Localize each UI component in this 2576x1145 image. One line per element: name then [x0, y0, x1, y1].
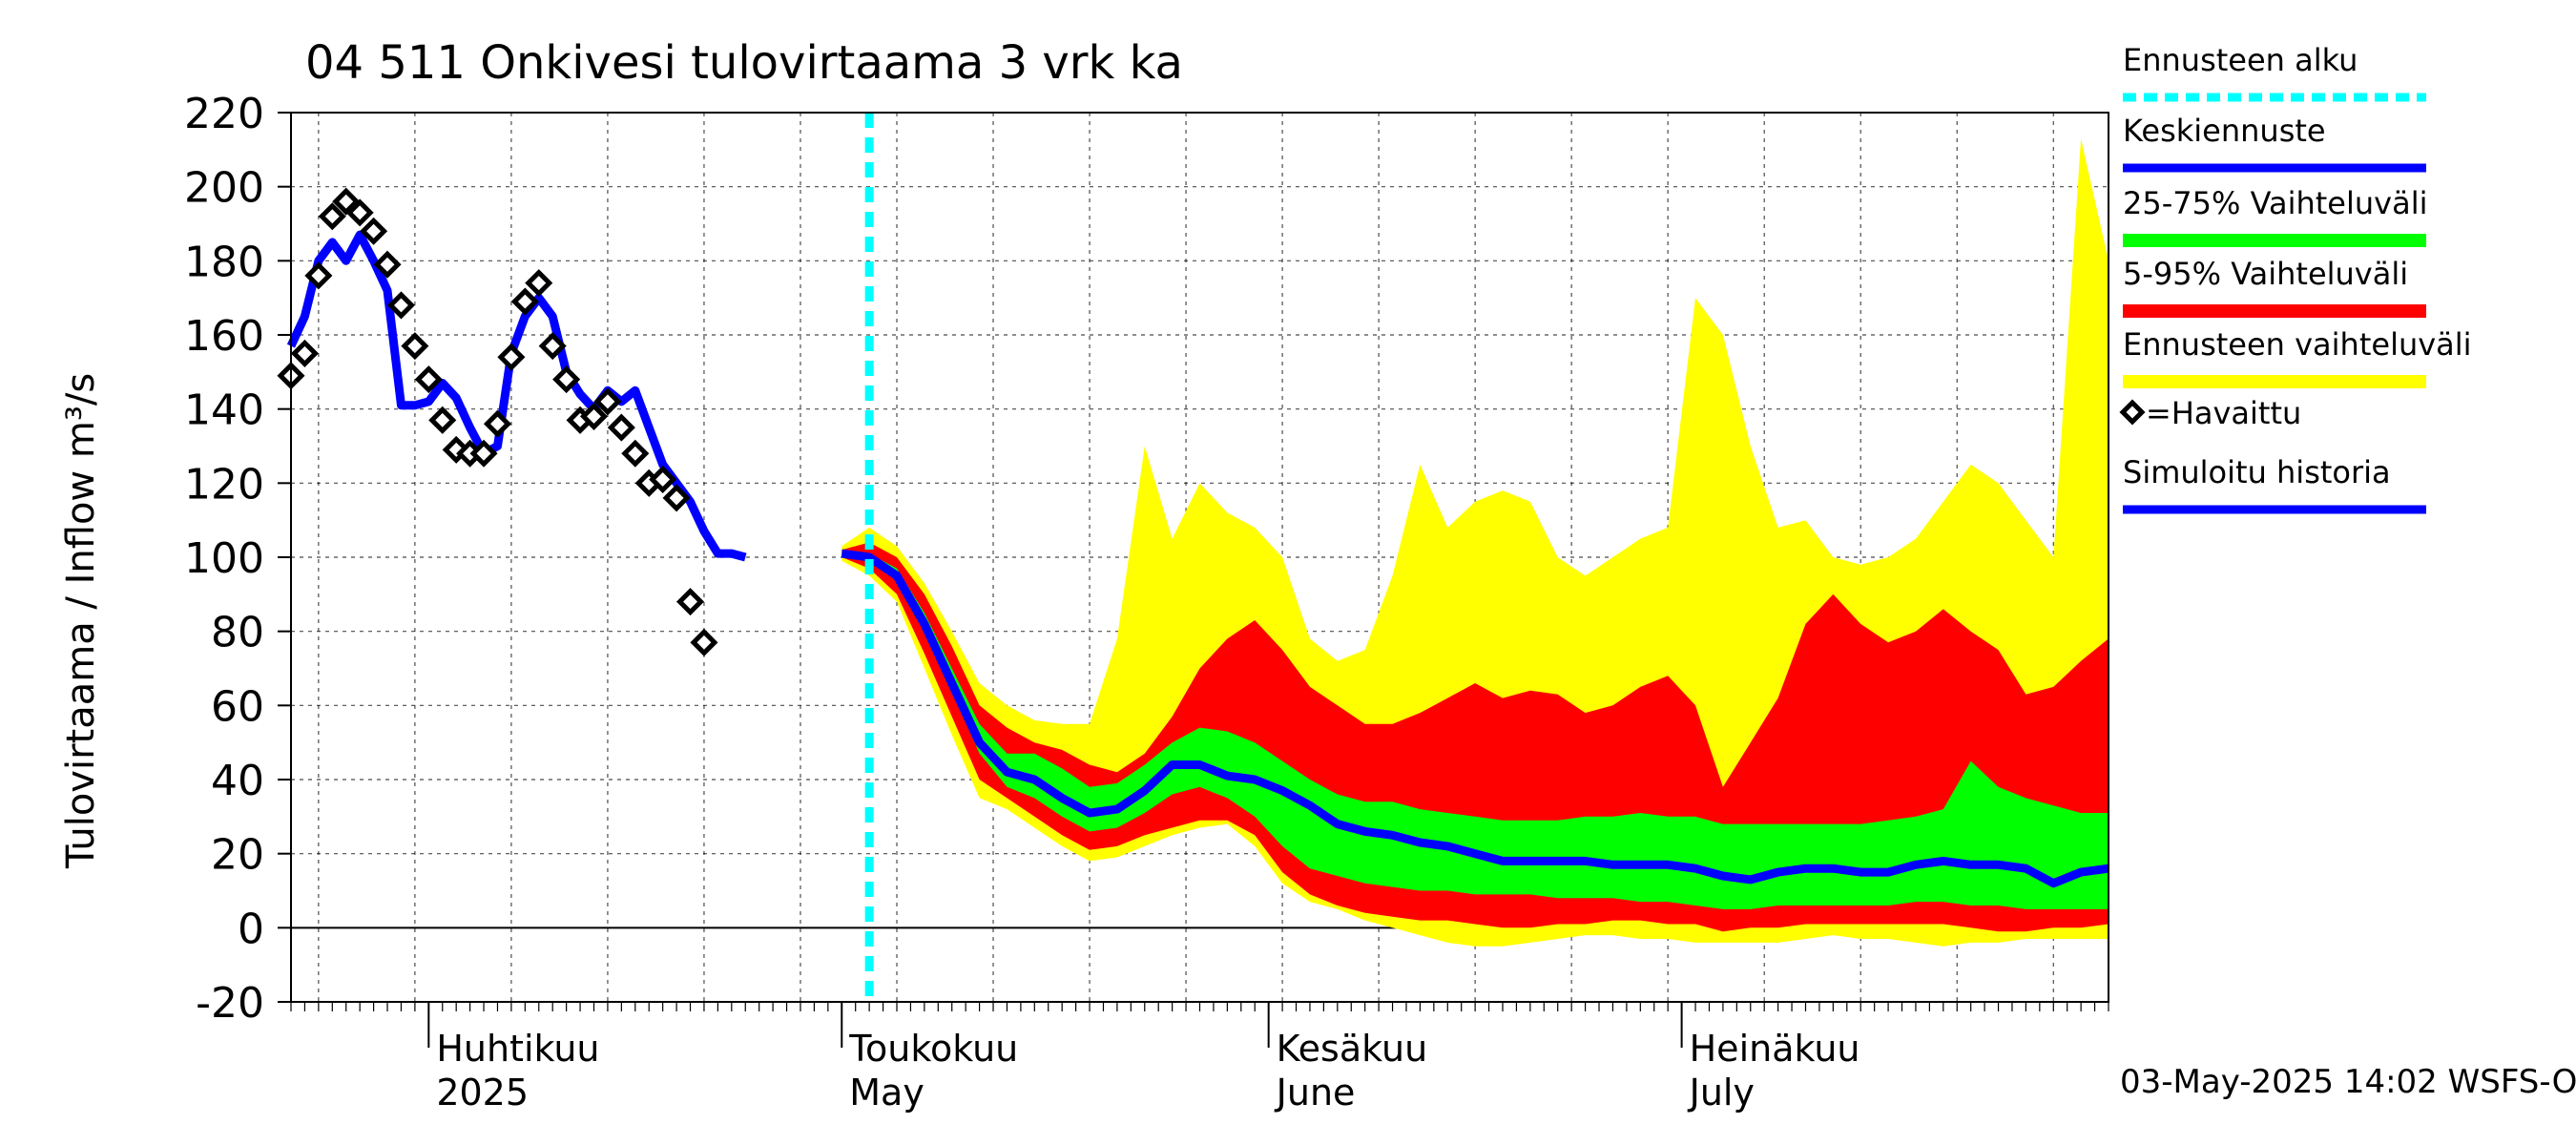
y-tick-label: 40: [211, 757, 264, 805]
observed-points: [277, 187, 718, 656]
y-tick-label: 180: [184, 238, 264, 286]
observed-point: [690, 628, 718, 656]
y-tick-label: 200: [184, 164, 264, 213]
legend-label: =Havaittu: [2146, 395, 2301, 431]
y-tick-label: 80: [211, 609, 264, 657]
x-month-label-en: 2025: [436, 1072, 529, 1114]
x-month-label-en: May: [849, 1072, 924, 1114]
observed-point: [483, 409, 512, 438]
axes: -20 0 20 40 60 80 100 120 140 160 180 200 220 Huhtiku…: [184, 90, 2109, 1114]
observed-point: [318, 202, 346, 231]
x-month-label: Huhtikuu: [436, 1028, 599, 1070]
legend-label: Ennusteen alku: [2123, 42, 2358, 78]
y-tick-label: 100: [184, 534, 264, 583]
y-axis-label: Tulovirtaama / Inflow m³/s: [59, 373, 103, 869]
observed-point: [538, 332, 567, 361]
observed-point: [662, 484, 691, 512]
band-25-75: [841, 553, 2109, 909]
chart-title: 04 511 Onkivesi tulovirtaama 3 vrk ka: [305, 36, 1183, 90]
x-month-label: Kesäkuu: [1277, 1028, 1428, 1070]
observed-point: [675, 588, 705, 616]
observed-point: [510, 287, 539, 316]
y-tick-label: 160: [184, 312, 264, 361]
y-tick-label: 0: [238, 905, 264, 953]
legend-label: Ennusteen vaihteluväli: [2123, 326, 2472, 363]
plot-frame: [290, 112, 2109, 1003]
observed-point: [525, 269, 553, 298]
y-tick-label: 120: [184, 460, 264, 509]
observed-point: [469, 439, 498, 468]
observed-point: [345, 198, 374, 227]
x-month-label: Heinäkuu: [1690, 1028, 1860, 1070]
observed-point: [552, 365, 581, 394]
y-tick-label: 60: [211, 682, 264, 731]
footer-timestamp: 03-May-2025 14:02 WSFS-O: [2120, 1063, 2576, 1101]
forecast-bands: [841, 138, 2109, 947]
observed-point: [360, 217, 388, 245]
observed-point: [304, 261, 333, 290]
x-month-label: Toukokuu: [848, 1028, 1018, 1070]
legend: Ennusteen alku Keskiennuste 25-75% Vaihtel…: [2119, 42, 2472, 514]
x-month-label-en: July: [1688, 1072, 1755, 1114]
observed-point: [386, 291, 415, 320]
observed-point: [579, 402, 609, 430]
y-tick-label: 140: [184, 386, 264, 435]
observed-point: [414, 365, 443, 394]
y-tick-label: 20: [211, 831, 264, 880]
legend-label: Keskiennuste: [2123, 113, 2326, 149]
y-tick-label: -20: [196, 979, 264, 1028]
median-forecast-line: [841, 549, 2109, 888]
observed-point: [607, 413, 635, 442]
legend-label: Simuloitu historia: [2123, 454, 2391, 490]
observed-point: [373, 250, 402, 279]
y-tick-label: 220: [184, 90, 264, 138]
observed-point: [593, 387, 622, 416]
observed-point: [332, 187, 361, 216]
legend-swatch-observed: [2119, 399, 2146, 426]
x-month-label-en: June: [1275, 1072, 1356, 1114]
observed-point: [428, 406, 457, 434]
observed-point: [290, 339, 319, 367]
legend-label: 5-95% Vaihteluväli: [2123, 256, 2408, 292]
legend-label: 25-75% Vaihteluväli: [2123, 185, 2427, 221]
observed-point: [621, 439, 650, 468]
observed-point: [649, 465, 677, 493]
observed-point: [401, 332, 429, 361]
observed-point: [497, 343, 526, 371]
